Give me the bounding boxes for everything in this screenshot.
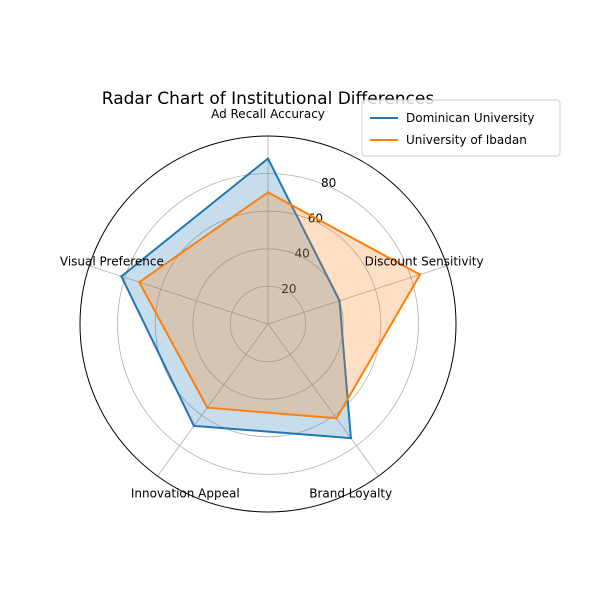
series-line-0 — [120, 157, 352, 440]
series-layer — [120, 157, 422, 440]
axis-label-0: Ad Recall Accuracy — [211, 107, 325, 121]
legend-label-dominican-university: Dominican University — [406, 111, 534, 125]
series-1-point-3 — [206, 406, 209, 409]
axis-label-4: Visual Preference — [60, 255, 164, 269]
series-1-point-1 — [418, 273, 422, 276]
legend-frame — [361, 99, 561, 157]
r-tick-label-0: 20 — [281, 282, 296, 296]
series-line-1 — [138, 191, 421, 420]
series-fill-1 — [139, 192, 420, 419]
grid-spoke-4 — [89, 265, 269, 325]
legend: Dominican University University of Ibada… — [361, 99, 561, 157]
grid-spoke-3 — [157, 323, 269, 477]
axis-label-3: Innovation Appeal — [131, 486, 240, 500]
outer-frame — [79, 135, 457, 513]
r-tick-label-3: 80 — [321, 176, 336, 190]
r-tick-label-1: 40 — [294, 247, 309, 261]
grid-spoke-1 — [267, 265, 447, 325]
grid-spoke-2 — [267, 323, 379, 477]
series-0-point-3 — [192, 424, 196, 428]
chart-title: Radar Chart of Institutional Differences — [102, 89, 435, 109]
axis-labels: Ad Recall Accuracy Discount Sensitivity Br… — [60, 107, 484, 500]
series-fill-0 — [121, 158, 351, 439]
series-0-point-1 — [338, 299, 341, 302]
series-1-point-4 — [138, 280, 141, 284]
axis-label-2: Brand Loyalty — [309, 486, 392, 500]
legend-label-university-of-ibadan: University of Ibadan — [406, 133, 527, 147]
series-0-point-2 — [349, 436, 353, 440]
series-1-point-2 — [335, 417, 338, 420]
series-0-point-0 — [266, 157, 270, 160]
series-0-point-4 — [120, 275, 123, 278]
axis-label-1: Discount Sensitivity — [365, 255, 484, 269]
series-1-point-0 — [266, 191, 270, 194]
